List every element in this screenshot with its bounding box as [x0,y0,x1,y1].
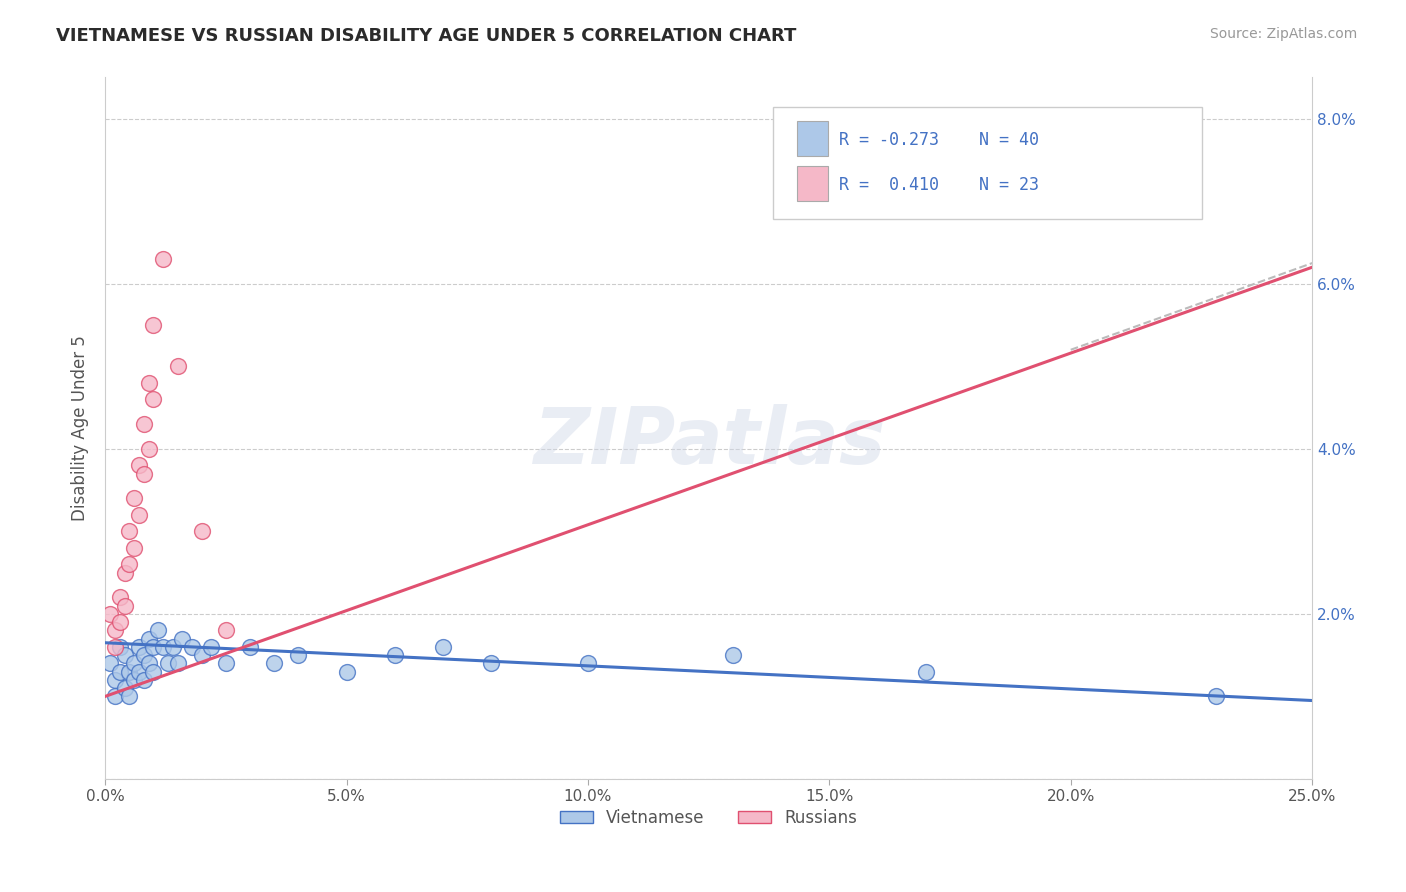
Point [104,690,127,704]
Point [142,318,165,332]
Point [118,665,141,679]
Point [114,599,136,613]
Point [118,690,141,704]
Point [172,632,194,646]
Point [215,657,238,671]
Point [162,640,184,654]
Point [128,508,150,522]
Point [142,665,165,679]
Point [122,657,145,671]
Point [287,648,309,662]
Point [138,657,160,671]
Text: Source: ZipAtlas.com: Source: ZipAtlas.com [1209,27,1357,41]
Point [200,640,222,654]
Point [432,640,454,654]
Point [166,359,188,374]
Point [132,467,155,481]
Point [98,607,121,621]
Point [104,624,127,638]
Point [481,657,503,671]
Point [138,376,160,390]
Y-axis label: Disability Age Under 5: Disability Age Under 5 [72,335,89,521]
Point [152,252,174,266]
Point [576,657,599,671]
Point [122,673,145,687]
Point [138,442,160,456]
Point [142,640,165,654]
Point [132,648,155,662]
Point [138,632,160,646]
Point [114,566,136,580]
Point [104,673,127,687]
Point [166,657,188,671]
Point [721,648,744,662]
Point [132,417,155,431]
Text: R = -0.273    N = 40: R = -0.273 N = 40 [839,131,1039,149]
Point [108,665,131,679]
Point [384,648,406,662]
Text: VIETNAMESE VS RUSSIAN DISABILITY AGE UNDER 5 CORRELATION CHART: VIETNAMESE VS RUSSIAN DISABILITY AGE UND… [56,27,797,45]
Point [122,541,145,555]
Point [128,640,150,654]
Point [98,657,121,671]
Point [181,640,204,654]
Point [915,665,938,679]
Point [191,524,214,539]
Point [1205,690,1227,704]
Point [108,591,131,605]
Point [122,491,145,506]
Point [108,615,131,629]
Point [132,673,155,687]
Point [156,657,179,671]
Point [114,648,136,662]
Point [104,640,127,654]
Legend: Vietnamese, Russians: Vietnamese, Russians [553,803,865,834]
Point [108,640,131,654]
Point [148,624,170,638]
Point [128,458,150,473]
Text: R =  0.410    N = 23: R = 0.410 N = 23 [839,177,1039,194]
Point [142,392,165,407]
Point [118,524,141,539]
Point [152,640,174,654]
Point [118,558,141,572]
Point [128,665,150,679]
Point [336,665,359,679]
Point [215,624,238,638]
Point [263,657,285,671]
Point [239,640,262,654]
Text: ZIPatlas: ZIPatlas [533,404,884,480]
Point [114,681,136,695]
Point [191,648,214,662]
